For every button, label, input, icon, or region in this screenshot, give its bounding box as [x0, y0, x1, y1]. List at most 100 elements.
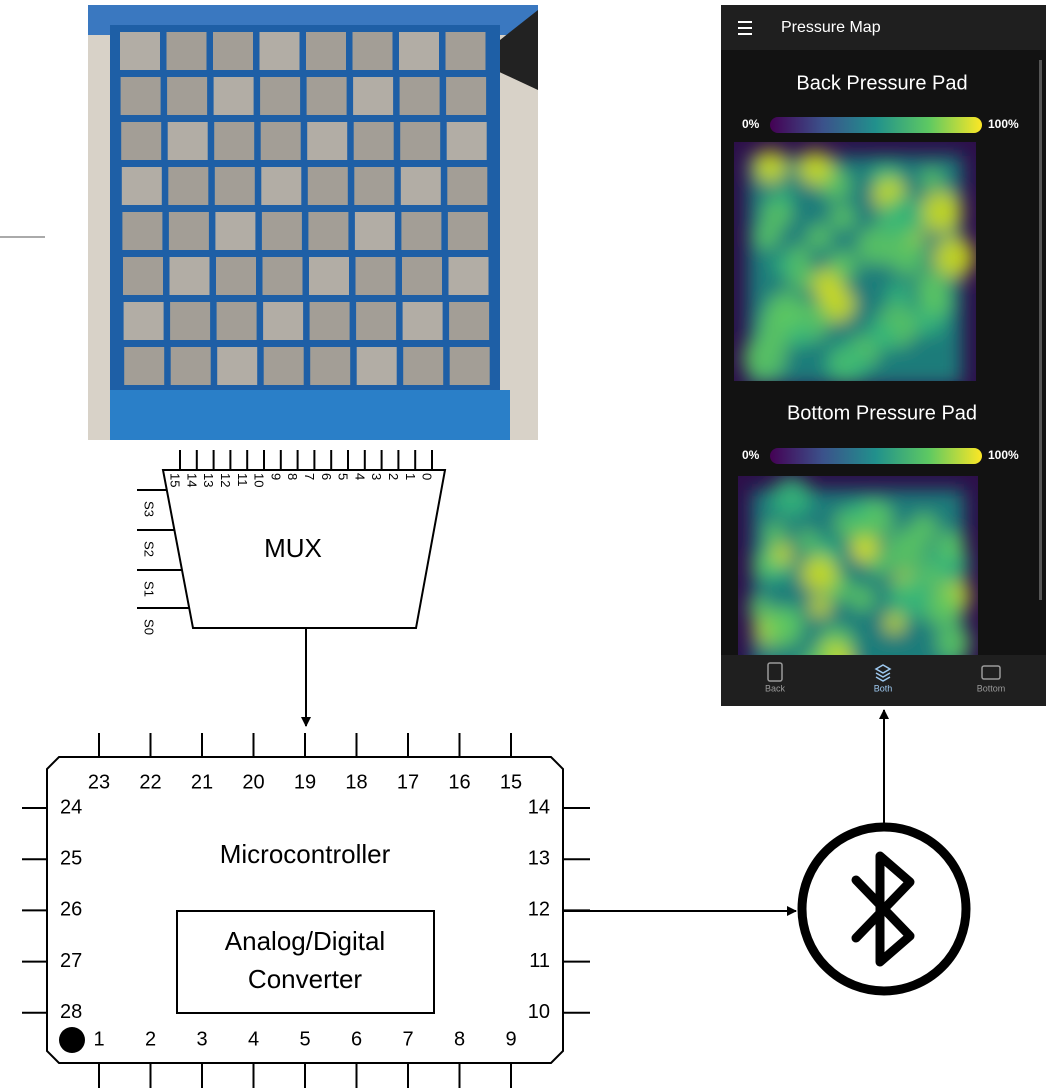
pin-label: 6	[351, 1028, 362, 1050]
sensor-pad	[449, 257, 489, 295]
heatmap-blob	[764, 522, 787, 545]
pin-label: 4	[248, 1028, 259, 1050]
sensor-pad	[353, 32, 393, 70]
heatmap-blob	[767, 291, 804, 328]
pin-label: 28	[60, 1001, 82, 1023]
pin-label: 23	[88, 771, 110, 793]
mux-input-label: 5	[336, 473, 351, 480]
heatmap-blob	[934, 237, 975, 278]
heatmap-blob	[920, 284, 952, 316]
heatmap-blob	[937, 531, 965, 559]
sensor-pad	[261, 167, 301, 205]
heatmap-blob	[920, 191, 961, 232]
pin-label: 1	[93, 1028, 104, 1050]
diagram: MUX Microcontroller Analog/Digital Conve…	[0, 0, 1051, 1092]
section-title: Back Pressure Pad	[796, 72, 967, 94]
sensor-pad	[449, 302, 489, 340]
mux-input-label: 15	[168, 473, 183, 487]
mux-input-label: 6	[319, 473, 334, 480]
sensor-pad	[310, 347, 350, 385]
heatmap-blob	[881, 196, 924, 239]
sensor-pad	[123, 257, 163, 295]
heatmap-blob	[798, 151, 832, 185]
sensor-pad	[124, 302, 164, 340]
sensor-photo	[88, 5, 538, 440]
adc-label: Converter	[248, 964, 362, 994]
colorbar-min: 0%	[742, 117, 760, 131]
sensor-pad	[213, 32, 253, 70]
sensor-pad	[122, 212, 162, 250]
pin-label: 5	[299, 1028, 310, 1050]
nav-label[interactable]: Bottom	[977, 683, 1006, 693]
sensor-pad	[448, 212, 488, 250]
sensor-pad	[357, 347, 397, 385]
sensor-pad	[262, 212, 302, 250]
sensor-pad	[260, 77, 300, 115]
heatmap-blob	[867, 320, 898, 351]
heatmap-blob	[910, 514, 938, 542]
heatmap-blob	[772, 544, 793, 565]
mux-input-label: 3	[369, 473, 384, 480]
heatmap-blob	[936, 625, 971, 660]
sensor-pad	[400, 77, 440, 115]
sensor-pad	[214, 77, 254, 115]
sensor-pad	[264, 347, 304, 385]
sensor-pad	[214, 122, 254, 160]
sensor-pad	[309, 257, 349, 295]
heatmap-blob	[788, 324, 812, 348]
heatmap-blob	[754, 150, 787, 183]
heatmap-blob	[826, 343, 867, 384]
mux-input-label: 7	[302, 473, 317, 480]
sensor-pad	[170, 257, 210, 295]
sensor-pad	[168, 122, 208, 160]
pin-label: 10	[528, 1001, 550, 1023]
mux-input-label: 2	[386, 473, 401, 480]
heatmap-blob	[748, 596, 770, 618]
pin-label: 17	[397, 771, 419, 793]
heatmap-blob	[886, 282, 912, 308]
sensor-pad	[354, 122, 394, 160]
select-label: S0	[142, 619, 157, 635]
colorbar	[770, 448, 982, 464]
sensor-pad	[403, 302, 443, 340]
pin-label: 19	[294, 771, 316, 793]
nav-label[interactable]: Back	[765, 683, 786, 693]
pin-label: 21	[191, 771, 213, 793]
sensor-pad	[308, 212, 348, 250]
sensor-pad	[399, 32, 439, 70]
heatmap-blob	[772, 186, 792, 206]
sensor-pad	[401, 212, 441, 250]
sensor-pad	[171, 347, 211, 385]
heatmap-blob	[809, 596, 831, 618]
heatmap-blob	[763, 607, 803, 647]
colorbar-max: 100%	[988, 117, 1019, 131]
sensor-pad	[217, 302, 257, 340]
mux-input-label: 1	[403, 473, 418, 480]
heatmap-blob	[811, 269, 842, 300]
pin-label: 18	[345, 771, 367, 793]
mcu-label: Microcontroller	[220, 839, 391, 869]
select-label: S2	[142, 541, 157, 557]
pin-label: 11	[529, 950, 550, 972]
sensor-pad	[310, 302, 350, 340]
mux-input-label: 8	[285, 473, 300, 480]
sensor-pad	[167, 32, 207, 70]
heatmap-blob	[888, 237, 926, 275]
pin1-dot	[59, 1027, 85, 1053]
mux-input-label: 14	[184, 473, 199, 487]
pin-label: 25	[60, 847, 82, 869]
pin-label: 2	[145, 1028, 156, 1050]
pin-label: 8	[454, 1028, 465, 1050]
pin-label: 3	[196, 1028, 207, 1050]
heatmap-blob	[801, 556, 837, 592]
sensor-pad	[169, 212, 209, 250]
sensor-pad	[122, 167, 162, 205]
heatmap-blobs	[742, 150, 974, 385]
pin-label: 27	[60, 950, 82, 972]
sensor-pad	[170, 302, 210, 340]
sensor-pad	[400, 122, 440, 160]
nav-label[interactable]: Both	[874, 683, 893, 693]
heatmap-blob	[830, 204, 856, 230]
scrollbar	[1039, 60, 1042, 600]
pin-label: 12	[528, 899, 550, 921]
